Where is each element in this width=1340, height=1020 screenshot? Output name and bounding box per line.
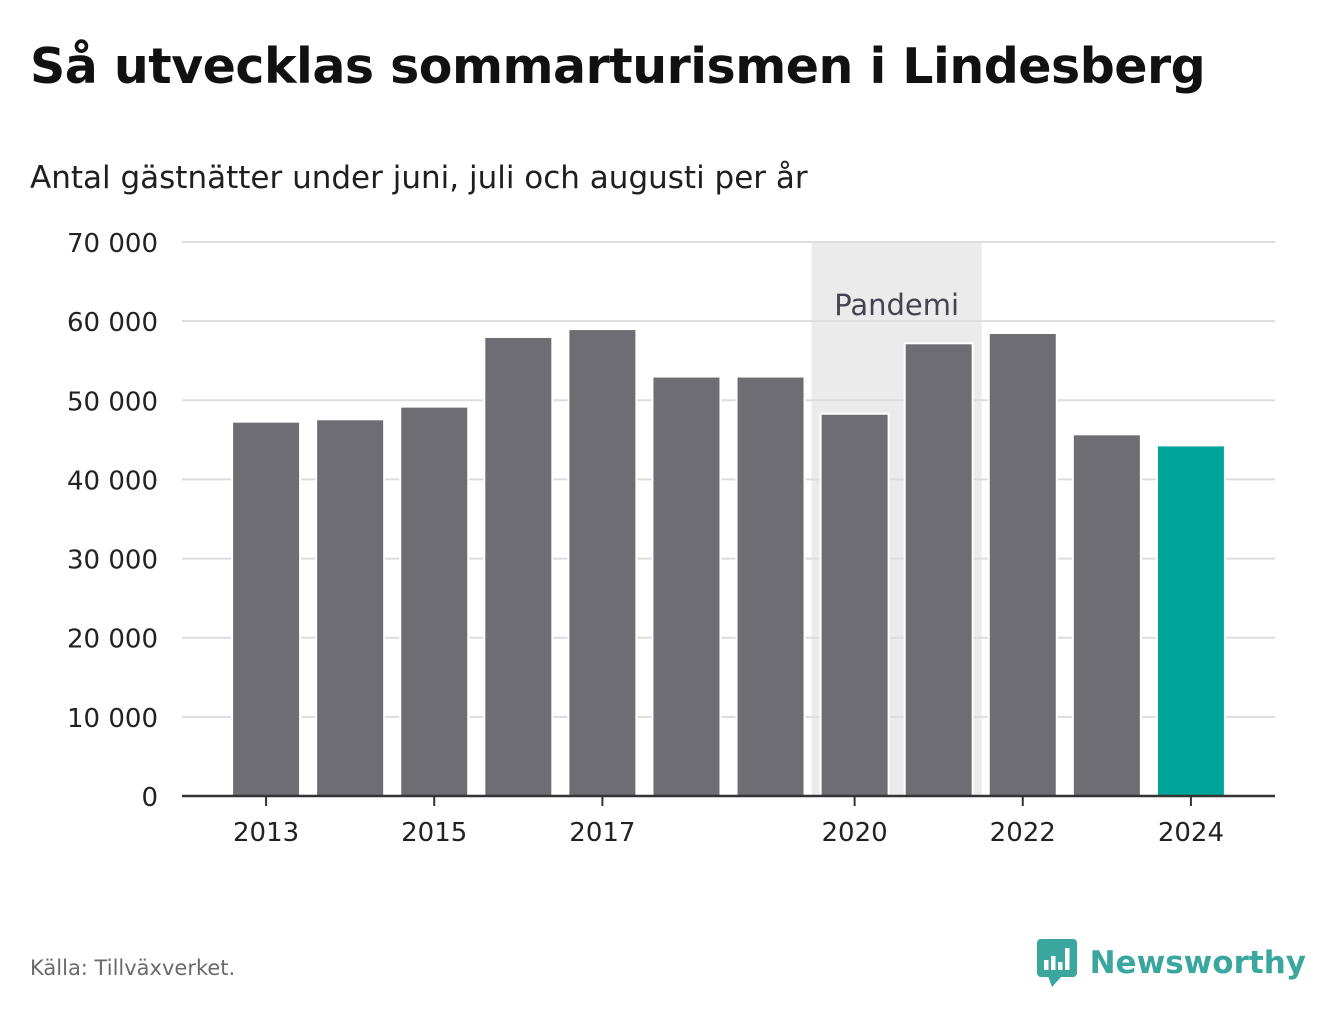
chart-title: Så utvecklas sommarturismen i Lindesberg <box>30 38 1206 95</box>
bar-chart: Pandemi 0 10 000 20 000 30 000 40 000 50 000 60… <box>67 229 1275 848</box>
x-tick-label: 2013 <box>233 818 299 848</box>
y-tick-label: 0 <box>141 783 158 813</box>
x-tick-label: 2024 <box>1158 818 1224 848</box>
y-tick-label: 30 000 <box>67 546 158 576</box>
bar-2013 <box>231 420 302 797</box>
bar-2016 <box>483 335 554 797</box>
bar-2021 <box>903 342 974 797</box>
brand-name: Newsworthy <box>1089 945 1306 981</box>
bar-2018 <box>651 375 722 797</box>
y-tick-label: 10 000 <box>67 704 158 734</box>
y-tick-label: 20 000 <box>67 625 158 655</box>
bar-2017 <box>567 328 638 797</box>
source-note: Källa: Tillväxverket. <box>30 956 236 980</box>
brand-logo: Newsworthy <box>1036 938 1306 988</box>
x-tick-label: 2022 <box>990 818 1056 848</box>
bar-2024 <box>1155 444 1226 797</box>
y-tick-label: 40 000 <box>67 466 158 496</box>
bar-2014 <box>315 418 386 797</box>
annotation-label: Pandemi <box>834 288 959 322</box>
bar-2015 <box>399 405 470 797</box>
x-tick-label: 2015 <box>401 818 467 848</box>
bar-2022 <box>987 332 1058 797</box>
bar-2019 <box>735 375 806 797</box>
bar-2020 <box>819 412 890 797</box>
y-tick-label: 50 000 <box>67 387 158 417</box>
x-tick-label: 2017 <box>569 818 635 848</box>
bar-chart-speech-bubble-icon <box>1036 939 1077 987</box>
y-tick-label: 70 000 <box>67 229 158 259</box>
chart-subtitle: Antal gästnätter under juni, juli och au… <box>30 160 808 196</box>
x-tick-label: 2020 <box>822 818 888 848</box>
bar-2023 <box>1071 433 1142 797</box>
y-tick-label: 60 000 <box>67 308 158 338</box>
